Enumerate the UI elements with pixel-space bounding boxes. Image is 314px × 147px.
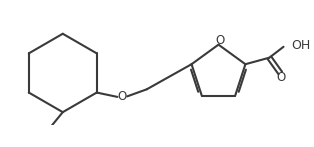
Text: O: O <box>277 71 286 84</box>
Text: OH: OH <box>291 39 310 52</box>
Text: O: O <box>215 34 224 47</box>
Text: O: O <box>117 90 126 103</box>
